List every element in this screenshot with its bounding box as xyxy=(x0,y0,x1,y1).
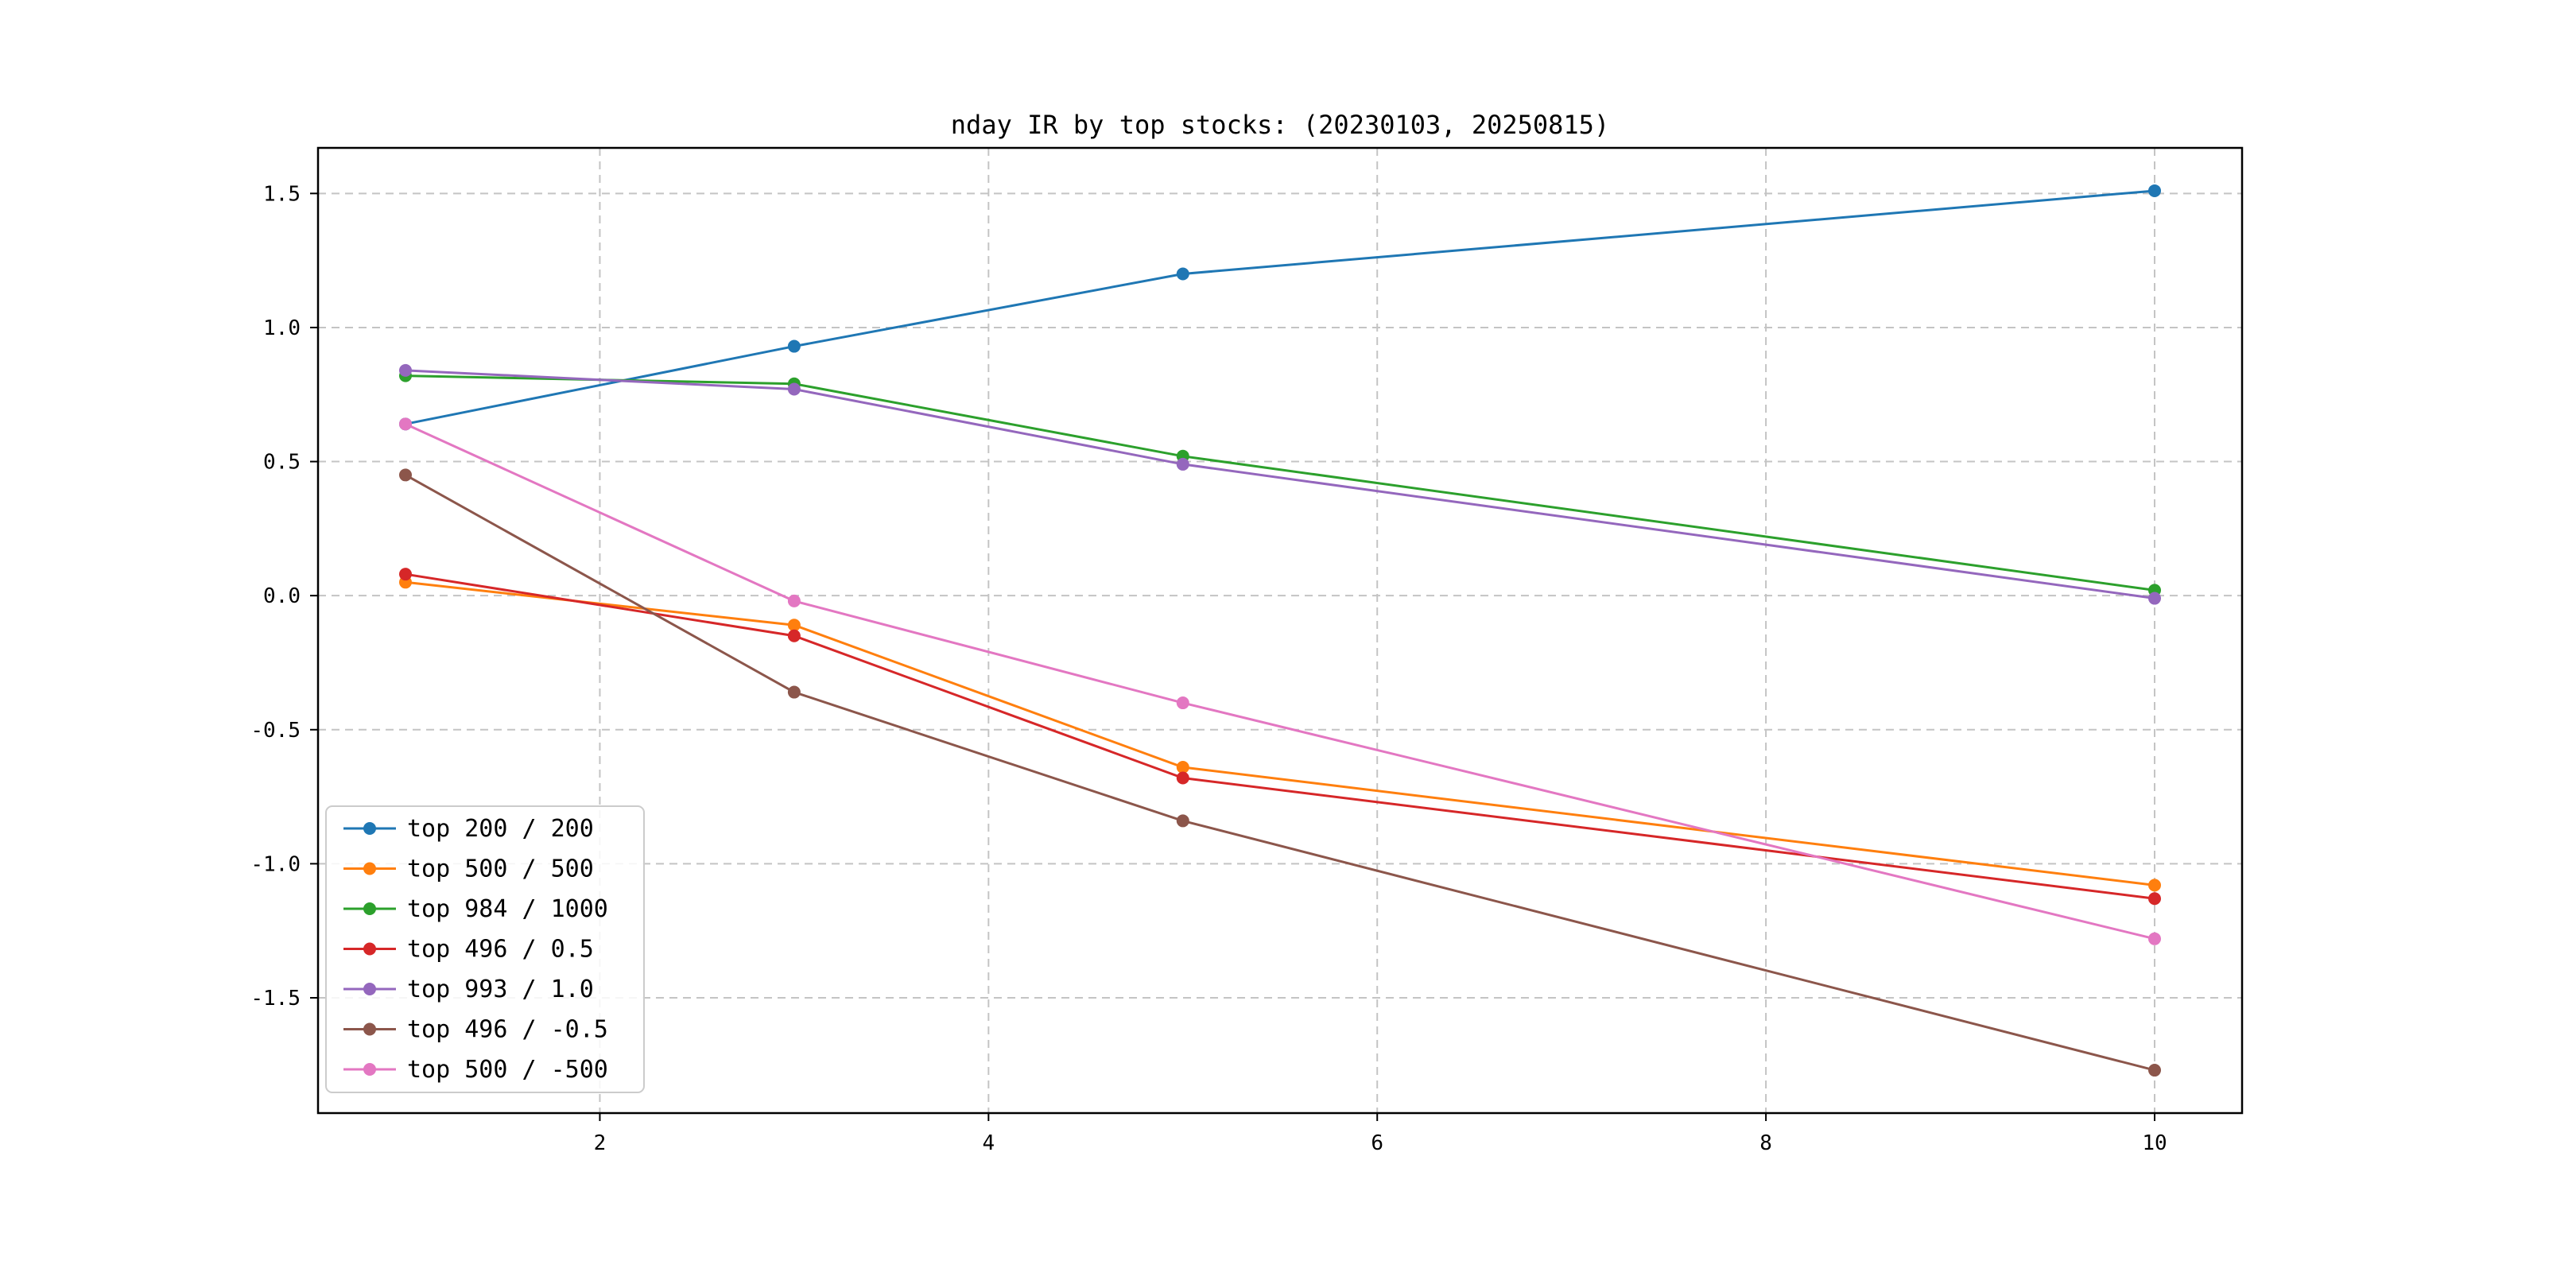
data-point-marker xyxy=(2148,879,2161,892)
y-tick-label: 0.5 xyxy=(263,451,301,475)
data-point-marker xyxy=(2148,932,2161,945)
x-tick-label: 10 xyxy=(2142,1131,2167,1155)
legend-label: top 200 / 200 xyxy=(407,815,594,843)
data-point-marker xyxy=(787,619,801,632)
data-point-marker xyxy=(787,382,801,396)
x-tick-label: 4 xyxy=(983,1131,995,1155)
series-line xyxy=(405,474,2155,1072)
legend-label: top 984 / 1000 xyxy=(407,895,608,923)
legend-marker xyxy=(363,1022,376,1036)
series-line xyxy=(405,422,2155,941)
series-line xyxy=(405,374,2155,592)
chart-title: nday IR by top stocks: (20230103, 202508… xyxy=(950,110,1610,140)
legend-marker xyxy=(363,822,376,835)
legend-marker xyxy=(363,942,376,956)
data-point-marker xyxy=(787,594,801,607)
data-point-marker xyxy=(2148,592,2161,605)
data-point-marker xyxy=(1176,760,1189,774)
data-point-marker xyxy=(1176,814,1189,828)
legend-label: top 496 / 0.5 xyxy=(407,936,594,964)
legend-label: top 500 / -500 xyxy=(407,1056,608,1084)
x-tick-label: 8 xyxy=(1759,1131,1772,1155)
data-point-marker xyxy=(2148,892,2161,906)
data-point-marker xyxy=(787,685,801,699)
data-point-marker xyxy=(399,417,412,431)
legend-label: top 500 / 500 xyxy=(407,855,594,883)
data-point-marker xyxy=(2148,184,2161,197)
plot-frame xyxy=(316,146,2244,1115)
legend-marker xyxy=(363,862,376,875)
x-tick-label: 2 xyxy=(594,1131,607,1155)
series-line xyxy=(405,189,2155,425)
data-point-marker xyxy=(1176,696,1189,710)
legend-label: top 496 / -0.5 xyxy=(407,1016,608,1044)
y-tick-label: -0.5 xyxy=(250,719,301,743)
y-tick-label: -1.5 xyxy=(250,987,301,1011)
series-line xyxy=(405,572,2155,900)
y-tick-label: -1.0 xyxy=(250,852,301,876)
y-tick-label: 1.5 xyxy=(263,182,301,206)
data-point-marker xyxy=(1176,457,1189,471)
legend-marker xyxy=(363,902,376,915)
data-point-marker xyxy=(787,629,801,642)
data-point-marker xyxy=(399,468,412,482)
legend-marker xyxy=(363,983,376,995)
y-tick-label: 0.0 xyxy=(263,584,301,608)
series-line xyxy=(405,369,2155,600)
data-point-marker xyxy=(399,363,412,377)
legend-marker xyxy=(363,1063,376,1076)
x-tick-label: 6 xyxy=(1371,1131,1383,1155)
y-tick-label: 1.0 xyxy=(263,316,301,340)
data-point-marker xyxy=(1176,771,1189,785)
legend-label: top 993 / 1.0 xyxy=(407,976,594,1003)
data-point-marker xyxy=(399,568,412,581)
data-point-marker xyxy=(787,339,801,353)
legend-box xyxy=(325,805,645,1093)
data-point-marker xyxy=(2148,1064,2161,1077)
data-point-marker xyxy=(1176,267,1189,281)
series-line xyxy=(405,580,2155,886)
